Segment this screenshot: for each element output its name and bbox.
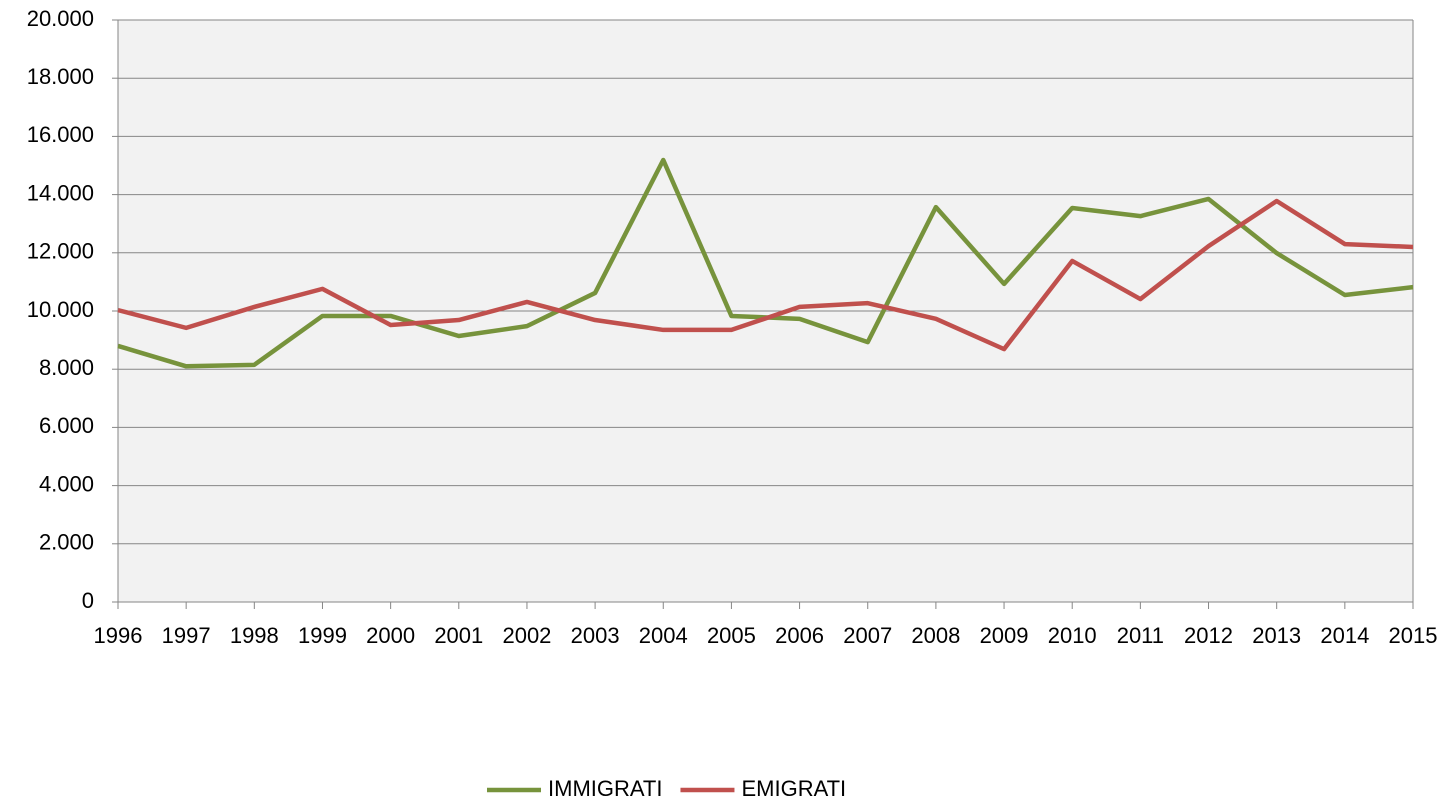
x-tick-label: 1997: [162, 623, 211, 648]
x-tick-label: 2012: [1184, 623, 1233, 648]
x-tick-label: 2003: [571, 623, 620, 648]
x-tick-label: 2006: [775, 623, 824, 648]
x-tick-label: 2009: [980, 623, 1029, 648]
x-tick-label: 1996: [94, 623, 143, 648]
x-tick-label: 2001: [434, 623, 483, 648]
x-tick-label: 2008: [911, 623, 960, 648]
y-tick-label: 18.000: [27, 64, 94, 89]
y-tick-label: 2.000: [39, 530, 94, 555]
x-tick-label: 1998: [230, 623, 279, 648]
x-tick-label: 2011: [1117, 623, 1164, 648]
y-tick-label: 16.000: [27, 122, 94, 147]
legend-label: IMMIGRATI: [548, 776, 662, 801]
legend-label: EMIGRATI: [741, 776, 846, 801]
x-tick-label: 1999: [298, 623, 347, 648]
y-tick-label: 0: [82, 588, 94, 613]
x-tick-label: 2007: [843, 623, 892, 648]
x-tick-label: 2002: [502, 623, 551, 648]
x-tick-label: 2014: [1320, 623, 1369, 648]
y-tick-label: 6.000: [39, 413, 94, 438]
x-tick-label: 2004: [639, 623, 688, 648]
y-tick-label: 20.000: [27, 6, 94, 31]
y-tick-label: 12.000: [27, 239, 94, 264]
x-tick-label: 2013: [1252, 623, 1301, 648]
x-tick-label: 2015: [1389, 623, 1438, 648]
y-tick-label: 8.000: [39, 355, 94, 380]
x-tick-label: 2005: [707, 623, 756, 648]
y-tick-label: 10.000: [27, 297, 94, 322]
line-series: [117, 198, 1414, 352]
y-tick-label: 14.000: [27, 180, 94, 205]
x-tick-label: 2000: [366, 623, 415, 648]
y-tick-label: 4.000: [39, 471, 94, 496]
x-tick-label: 2010: [1048, 623, 1097, 648]
